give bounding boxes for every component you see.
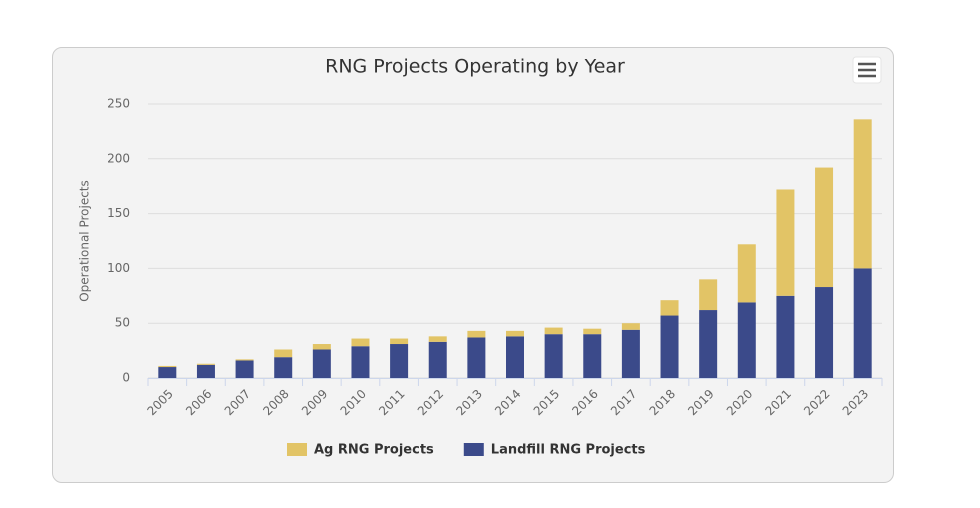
bar-segment [544, 334, 563, 378]
bar-segment [699, 310, 718, 378]
y-tick-label: 150 [107, 206, 130, 220]
bar-segment [583, 334, 602, 378]
x-tick-label: 2013 [453, 387, 484, 418]
x-tick-label: 2009 [299, 387, 330, 418]
bar-segment [467, 337, 486, 378]
menu-button[interactable] [852, 56, 882, 84]
bar-segment [737, 302, 756, 378]
x-tick-label: 2021 [763, 387, 794, 418]
x-tick-label: 2005 [144, 387, 175, 418]
x-tick-label: 2019 [685, 387, 716, 418]
bar-segment [583, 328, 602, 335]
bar-segment [351, 338, 370, 347]
bar-segment [506, 330, 524, 337]
bar-segment [235, 360, 254, 378]
bar-segment [312, 344, 331, 350]
chart-title: RNG Projects Operating by Year [325, 56, 625, 78]
bar-segment [776, 189, 795, 296]
y-tick-label: 50 [115, 316, 130, 330]
bar-segment [196, 363, 215, 365]
bar-segment [312, 349, 331, 378]
bar-segment [428, 341, 447, 378]
y-tick-label: 250 [107, 97, 130, 111]
legend-swatch [287, 443, 307, 456]
bar-segment [158, 365, 177, 368]
x-tick-label: 2018 [647, 387, 678, 418]
bar-segment [699, 279, 718, 311]
bar-segment [737, 244, 756, 303]
bar-segment [428, 336, 447, 342]
x-tick-label: 2011 [376, 387, 407, 418]
bar-segment [274, 357, 293, 378]
bar-segment [390, 344, 409, 378]
bar-segment [621, 323, 640, 330]
bar-segment [274, 349, 293, 358]
x-tick-label: 2008 [260, 387, 291, 418]
bar-segment [853, 119, 872, 269]
y-axis-title: Operational Projects [78, 180, 92, 302]
x-tick-label: 2006 [183, 387, 214, 418]
bar-segment [351, 346, 370, 378]
legend-item[interactable]: Ag RNG Projects [287, 443, 434, 458]
y-tick-label: 200 [107, 151, 130, 165]
legend-label: Landfill RNG Projects [491, 443, 646, 458]
x-tick-label: 2014 [492, 387, 523, 418]
bar-segment [544, 327, 563, 335]
x-tick-label: 2023 [840, 387, 871, 418]
x-tick-label: 2012 [415, 387, 446, 418]
bar-segment [235, 359, 254, 361]
bar-segment [467, 330, 486, 338]
legend-item[interactable]: Landfill RNG Projects [463, 443, 646, 458]
bar-segment [853, 268, 872, 378]
x-tick-label: 2017 [608, 387, 639, 418]
bar-segment [158, 367, 177, 378]
x-tick-label: 2007 [222, 387, 253, 418]
legend-swatch [463, 443, 484, 456]
x-tick-label: 2022 [801, 387, 832, 418]
bar-segment [390, 338, 409, 345]
bar-segment [196, 364, 215, 378]
bar-segment [506, 336, 524, 378]
legend-label: Ag RNG Projects [314, 443, 434, 458]
x-tick-label: 2015 [531, 387, 562, 418]
bar-segment [660, 315, 679, 378]
y-tick-label: 100 [107, 261, 130, 275]
x-tick-label: 2016 [569, 387, 600, 418]
x-tick-label: 2020 [724, 387, 755, 418]
bar-segment [815, 287, 834, 378]
y-tick-label: 0 [122, 371, 130, 385]
bar-segment [660, 300, 679, 316]
x-tick-label: 2010 [338, 387, 369, 418]
bar-segment [621, 329, 640, 378]
bar-segment [776, 295, 795, 378]
bar-segment [815, 167, 834, 288]
